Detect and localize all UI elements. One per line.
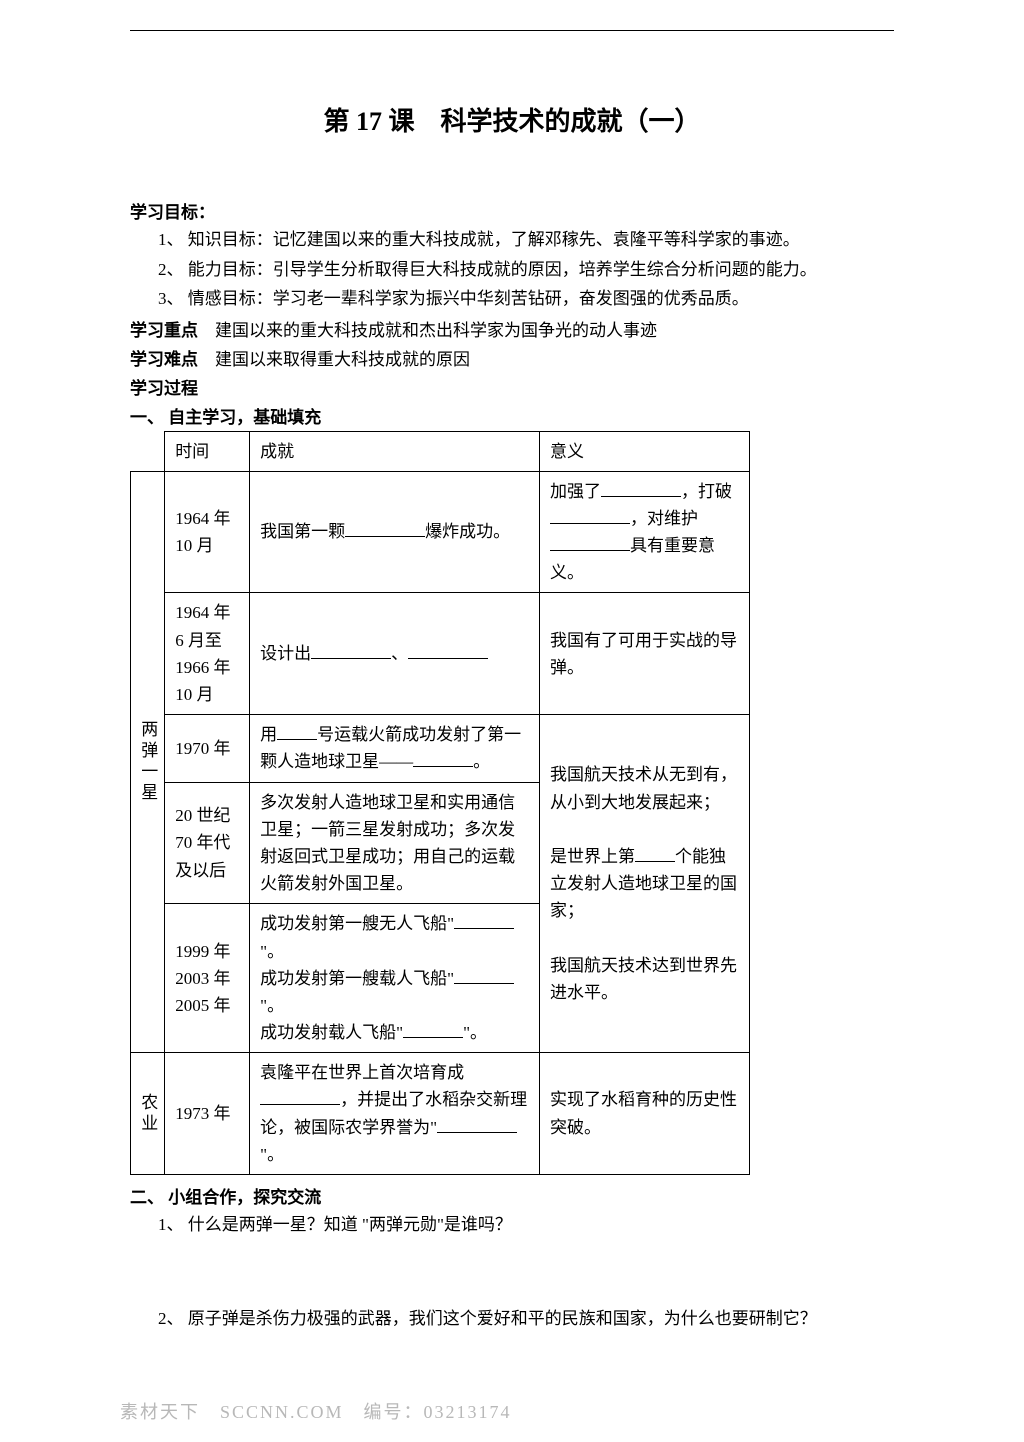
meaning-cell: 加强了，打破，对维护具有重要意义。 — [540, 471, 750, 593]
fill-blank[interactable] — [345, 521, 425, 537]
time-cell: 1973 年 — [165, 1053, 250, 1175]
meaning-cell: 我国有了可用于实战的导弹。 — [540, 593, 750, 715]
difficulty-row: 学习难点 建国以来取得重大科技成就的原因 — [130, 345, 894, 370]
achievement-cell: 用号运载火箭成功发射了第一颗人造地球卫星——。 — [250, 715, 540, 782]
fill-blank[interactable] — [311, 643, 391, 659]
fill-blank[interactable] — [437, 1117, 517, 1133]
achievement-cell: 成功发射第一艘无人飞船""。 成功发射第一艘载人飞船""。 成功发射载人飞船""… — [250, 904, 540, 1053]
goal-heading: 学习目标： — [130, 198, 894, 223]
focus-text: 建国以来的重大科技成就和杰出科学家为国争光的动人事迹 — [198, 321, 657, 340]
table-row: 两弹一星 1964 年 10 月 我国第一颗爆炸成功。 加强了，打破，对维护具有… — [131, 471, 750, 593]
focus-row: 学习重点 建国以来的重大科技成就和杰出科学家为国争光的动人事迹 — [130, 316, 894, 341]
difficulty-text: 建国以来取得重大科技成就的原因 — [198, 350, 470, 369]
achievement-cell: 袁隆平在世界上首次培育成，并提出了水稻杂交新理论，被国际农学界誉为""。 — [250, 1053, 540, 1175]
fill-blank[interactable] — [408, 643, 488, 659]
question-2: 2、 原子弹是杀伤力极强的武器，我们这个爱好和平的民族和国家，为什么也要研制它？ — [158, 1306, 894, 1332]
achievement-cell: 多次发射人造地球卫星和实用通信卫星；一箭三星发射成功；多次发射返回式卫星成功；用… — [250, 782, 540, 904]
fill-blank[interactable] — [403, 1022, 463, 1038]
table-header-row: 时间 成就 意义 — [131, 431, 750, 471]
focus-label: 学习重点 — [130, 321, 198, 340]
question-1: 1、 什么是两弹一星？知道 "两弹元勋"是谁吗？ — [158, 1212, 894, 1238]
category-cell-1: 两弹一星 — [131, 471, 165, 1053]
fill-blank[interactable] — [635, 846, 675, 862]
top-divider — [130, 30, 894, 31]
goal-item-1: 1、 知识目标：记忆建国以来的重大科技成就，了解邓稼先、袁隆平等科学家的事迹。 — [158, 227, 894, 253]
fill-blank[interactable] — [260, 1089, 340, 1105]
time-cell: 1970 年 — [165, 715, 250, 782]
fill-blank[interactable] — [413, 751, 473, 767]
part1-heading: 一、 自主学习，基础填充 — [130, 403, 894, 428]
time-cell: 1964 年 10 月 — [165, 471, 250, 593]
fill-blank[interactable] — [601, 481, 681, 497]
fill-blank[interactable] — [454, 968, 514, 984]
table-row: 农业 1973 年 袁隆平在世界上首次培育成，并提出了水稻杂交新理论，被国际农学… — [131, 1053, 750, 1175]
difficulty-label: 学习难点 — [130, 350, 198, 369]
header-achievement: 成就 — [250, 431, 540, 471]
achievement-table: 时间 成就 意义 两弹一星 1964 年 10 月 我国第一颗爆炸成功。 加强了… — [130, 431, 750, 1176]
fill-blank[interactable] — [550, 535, 630, 551]
table-row: 1964 年 6 月至 1966 年 10 月 设计出、 我国有了可用于实战的导… — [131, 593, 750, 715]
meaning-cell: 我国航天技术从无到有，从小到大地发展起来； 是世界上第个能独立发射人造地球卫星的… — [540, 715, 750, 1053]
fill-blank[interactable] — [454, 913, 514, 929]
fill-blank[interactable] — [550, 508, 630, 524]
category-cell-2: 农业 — [131, 1053, 165, 1175]
header-time: 时间 — [165, 431, 250, 471]
goal-item-3: 3、 情感目标：学习老一辈科学家为振兴中华刻苦钻研，奋发图强的优秀品质。 — [158, 286, 894, 312]
goal-item-2: 2、 能力目标：引导学生分析取得巨大科技成就的原因，培养学生综合分析问题的能力。 — [158, 257, 894, 283]
header-meaning: 意义 — [540, 431, 750, 471]
page-title: 第 17 课 科学技术的成就（一） — [130, 101, 894, 138]
time-cell: 20 世纪 70 年代及以后 — [165, 782, 250, 904]
part2-heading: 二、 小组合作，探究交流 — [130, 1183, 894, 1208]
time-cell: 1999 年 2003 年 2005 年 — [165, 904, 250, 1053]
fill-blank[interactable] — [277, 724, 317, 740]
achievement-cell: 我国第一颗爆炸成功。 — [250, 471, 540, 593]
watermark-text: 素材天下 SCCNN.COM 编号：03213174 — [120, 1398, 512, 1424]
achievement-cell: 设计出、 — [250, 593, 540, 715]
time-cell: 1964 年 6 月至 1966 年 10 月 — [165, 593, 250, 715]
meaning-cell: 实现了水稻育种的历史性突破。 — [540, 1053, 750, 1175]
table-row: 1970 年 用号运载火箭成功发射了第一颗人造地球卫星——。 我国航天技术从无到… — [131, 715, 750, 782]
process-heading: 学习过程 — [130, 374, 894, 399]
